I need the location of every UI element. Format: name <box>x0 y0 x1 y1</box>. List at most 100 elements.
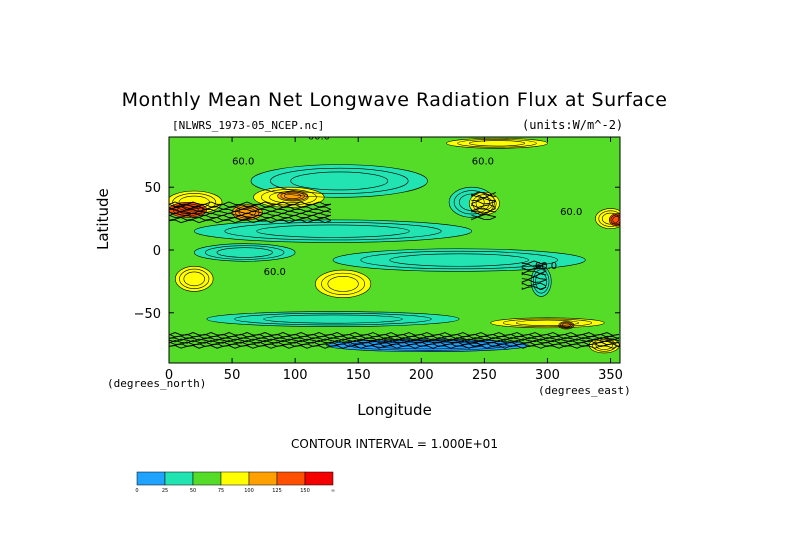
contour-label: 60.0 <box>560 207 582 218</box>
dense-contour-line <box>521 266 547 271</box>
contour-line <box>284 192 302 200</box>
x-tick-label: 150 <box>346 368 371 383</box>
colorbar-swatch <box>304 471 334 486</box>
x-tick-label: 50 <box>224 368 241 383</box>
colorbar-label: 50 <box>190 488 196 494</box>
y-axis-units: (degrees_north) <box>107 377 207 390</box>
contour-interval-note: CONTOUR INTERVAL = 1.000E+01 <box>291 437 498 451</box>
y-axis-ticks: −50 0 50 <box>134 181 620 322</box>
contour-line <box>612 216 620 224</box>
dense-contour-line <box>169 206 332 210</box>
dense-contour-line <box>471 210 496 215</box>
contour-line <box>515 319 579 326</box>
colorbar-label: 150 <box>300 488 310 494</box>
dense-contour-line <box>471 203 496 208</box>
contour-line <box>327 276 359 292</box>
contour-line <box>560 322 573 329</box>
colorbar-label: 125 <box>272 488 282 494</box>
contour-line <box>179 268 210 289</box>
contour-line <box>172 193 217 212</box>
dense-contour-line <box>169 338 620 343</box>
y-axis-label: Latitude <box>94 188 112 250</box>
contour-line <box>205 245 285 260</box>
colorbar-swatch <box>248 471 278 486</box>
dense-contour-line <box>169 201 332 205</box>
dense-contour-line <box>471 207 496 212</box>
colorbar: 0 25 50 75 100 125 150 ∞ <box>135 471 335 494</box>
colorbar-swatch <box>136 471 166 486</box>
dense-contour-line <box>521 276 547 280</box>
contour-label: 60.0 <box>264 267 286 278</box>
field-region <box>315 270 371 298</box>
colorbar-swatch <box>164 471 194 486</box>
field-region <box>175 266 214 292</box>
dense-contour-line <box>521 273 547 278</box>
x-axis-label: Longitude <box>357 401 432 419</box>
y-tick-label: −50 <box>134 307 161 322</box>
contour-line <box>595 208 620 229</box>
contour-line <box>206 311 460 327</box>
contour-line <box>280 191 305 201</box>
contour-line <box>177 205 199 215</box>
contour-line <box>193 219 473 243</box>
field-region <box>490 317 605 328</box>
contour-line <box>561 322 571 328</box>
contour-line <box>216 247 273 258</box>
dense-contour-line <box>169 343 620 348</box>
contour-labels: 60.0 60.0 60.0 60.0 60.0 60.0 <box>232 132 582 278</box>
colorbar-label: ∞ <box>331 488 335 494</box>
field-region <box>446 138 548 149</box>
colorbar-label: 75 <box>218 488 224 494</box>
contour-line <box>234 312 432 326</box>
contour-line <box>269 191 309 204</box>
colorbar-swatch <box>192 471 222 486</box>
source-file-label: [NLWRS_1973-05_NCEP.nc] <box>172 119 325 132</box>
dense-contour-line <box>169 210 332 215</box>
contour-line <box>260 189 317 206</box>
contour-label: 60.0 <box>472 157 494 168</box>
contour-line <box>457 139 537 148</box>
colorbar-label: 0 <box>135 488 138 494</box>
dense-contour-line <box>169 212 332 217</box>
dense-contour-line <box>521 286 547 290</box>
x-tick-label: 0 <box>165 368 173 383</box>
contour-line <box>321 272 366 295</box>
contour-lines <box>169 137 620 354</box>
contour-line <box>175 266 214 292</box>
contour-line <box>558 321 575 330</box>
contour-line <box>326 338 529 352</box>
y-tick-label: 0 <box>153 244 161 259</box>
colorbar-label: 100 <box>244 488 254 494</box>
contour-label: 60.0 <box>535 261 557 272</box>
dense-contour-line <box>471 213 496 218</box>
x-tick-label: 250 <box>472 368 497 383</box>
chart-title: Monthly Mean Net Longwave Radiation Flux… <box>121 89 668 111</box>
colorbar-swatch <box>276 471 306 486</box>
units-label: (units:W/m^-2) <box>522 118 624 132</box>
contour-line <box>610 214 620 226</box>
contour-line <box>490 317 605 329</box>
contour-line <box>446 137 548 149</box>
contour-line <box>238 207 256 217</box>
x-tick-label: 100 <box>283 368 308 383</box>
contour-line <box>256 224 410 238</box>
dense-contour-line <box>471 194 496 199</box>
contour-line <box>598 210 620 227</box>
contour-line <box>315 269 372 299</box>
dense-contour-line <box>521 260 547 264</box>
contour-line <box>277 190 309 202</box>
x-axis-ticks: 0 50 100 150 200 250 300 350 <box>165 137 623 383</box>
contour-line <box>250 164 428 198</box>
colorbar-swatch <box>220 471 250 486</box>
dense-contour-line <box>471 200 496 205</box>
x-tick-label: 200 <box>409 368 434 383</box>
contour-label: 60.0 <box>308 132 330 143</box>
contour-line <box>270 167 409 194</box>
colorbar-label: 25 <box>162 488 168 494</box>
contour-line <box>224 222 442 241</box>
field-region <box>194 243 296 262</box>
field-region <box>206 311 460 327</box>
dense-contour-line <box>169 335 620 340</box>
contour-line <box>468 191 500 216</box>
